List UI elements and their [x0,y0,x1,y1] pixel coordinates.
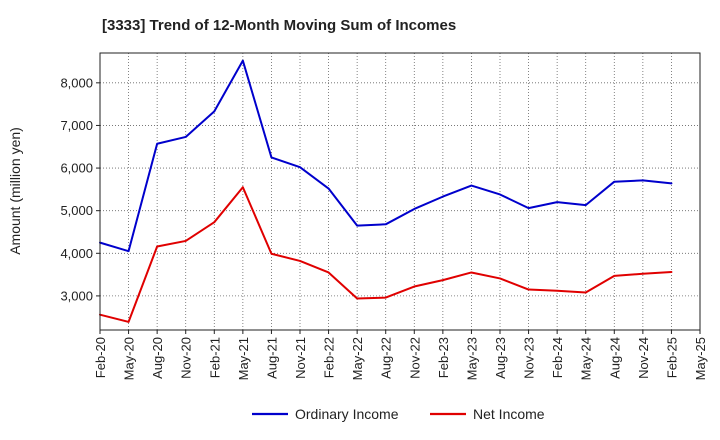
y-axis-label: Amount (million yen) [7,127,23,255]
x-tick-label: Nov-21 [293,337,308,379]
series-line-net-income [99,186,673,323]
y-tick-label: 5,000 [60,203,93,218]
series-line-ordinary-income [99,59,673,253]
x-tick-label: May-21 [236,337,251,380]
x-tick-label: Aug-20 [150,337,165,379]
axes: 3,000 4,000 5,000 6,000 7,000 8,000 Feb-20 May-… [60,52,708,380]
x-tick-label: Nov-23 [522,337,537,379]
x-tick-label: May-24 [579,337,594,380]
x-tick-label: May-23 [464,337,479,380]
x-tick-label: Aug-21 [264,337,279,379]
x-tick-label: Nov-20 [179,337,194,379]
x-tick-label: Nov-22 [407,337,422,379]
x-tick-label: Aug-23 [493,337,508,379]
x-tick-label: Feb-20 [93,337,108,378]
x-tick-label: May-22 [350,337,365,380]
legend-label-net-income: Net Income [473,406,545,422]
legend-label-ordinary-income: Ordinary Income [295,406,399,422]
plot-frame [99,52,701,331]
x-tick-label: Aug-22 [379,337,394,379]
x-tick-label: Feb-22 [322,337,337,378]
x-tick-label: Feb-24 [550,337,565,378]
x-tick-label: Feb-23 [436,337,451,378]
x-tick-label: Nov-24 [636,337,651,379]
series-layer [99,59,673,323]
legend: Ordinary Income Net Income [252,406,545,422]
x-tick-label: Aug-24 [607,337,622,379]
y-tick-label: 8,000 [60,75,93,90]
grid [99,53,701,330]
y-tick-label: 6,000 [60,161,93,176]
x-tick-label: Feb-25 [664,337,679,378]
y-tick-label: 4,000 [60,246,93,261]
x-tick-label: May-25 [693,337,708,380]
x-tick-label: May-20 [122,337,137,380]
x-tick-label: Feb-21 [207,337,222,378]
y-tick-label: 3,000 [60,288,93,303]
chart-title: [3333] Trend of 12-Month Moving Sum of I… [102,17,456,34]
y-tick-label: 7,000 [60,118,93,133]
